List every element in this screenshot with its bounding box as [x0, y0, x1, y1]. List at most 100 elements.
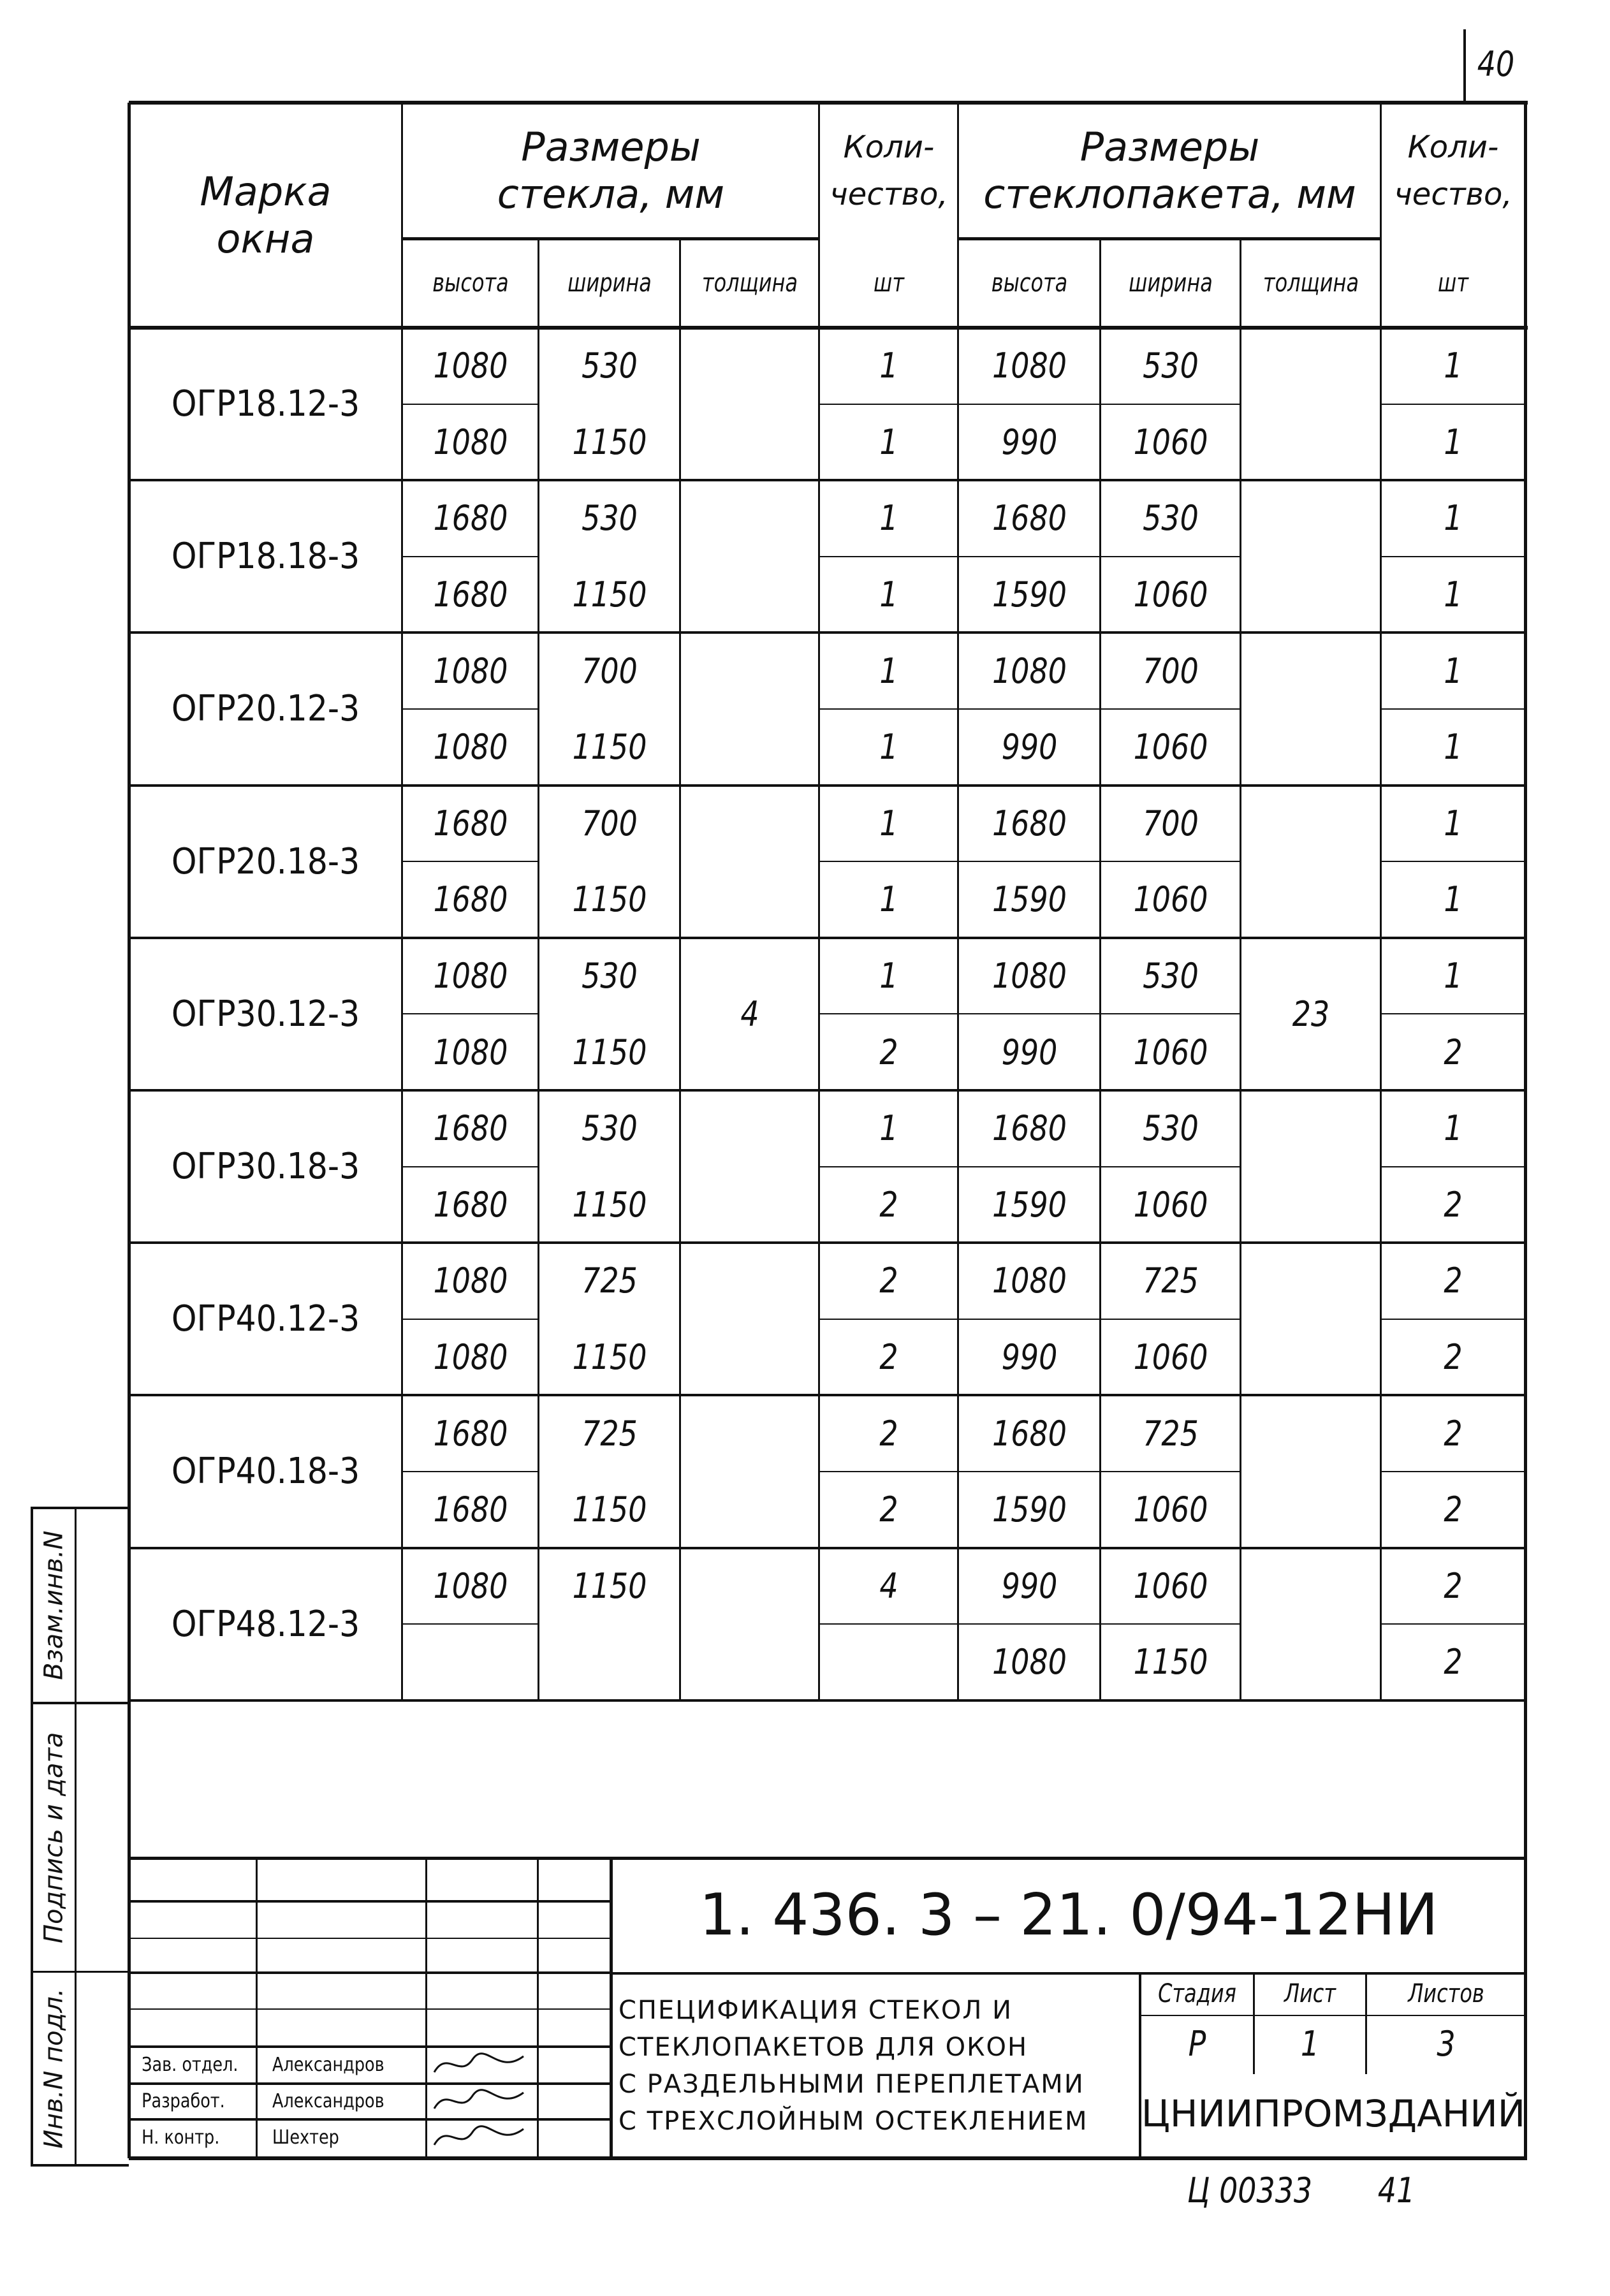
subrow-separator: [958, 1318, 1101, 1320]
header-height: высота: [991, 268, 1068, 298]
subrow-separator: [958, 403, 1101, 405]
subrow-separator: [1101, 1471, 1241, 1472]
packet-width: 1060: [1133, 574, 1208, 615]
packet-height: 1680: [992, 1108, 1067, 1149]
signer-name: Александров: [272, 2053, 384, 2076]
packet-width: 725: [1143, 1413, 1199, 1454]
glass-height: 1080: [433, 650, 508, 691]
grid-line: [128, 103, 131, 1700]
code-separator: [610, 1972, 1525, 1975]
glass-qty: 1: [879, 574, 898, 615]
glass-qty: 4: [879, 1565, 898, 1606]
signer-column-line: [425, 1858, 427, 2158]
glass-height: 1080: [433, 727, 508, 768]
packet-width: 1060: [1133, 727, 1208, 768]
grid-line: [818, 103, 820, 1700]
glass-qty: [830, 1624, 948, 1700]
packet-width: 530: [1143, 1108, 1199, 1149]
packet-height: 1080: [992, 1642, 1067, 1683]
window-mark: ОГР30.18-3: [171, 1146, 360, 1188]
page-number: 40: [1477, 43, 1515, 84]
window-mark: ОГР20.18-3: [171, 840, 360, 882]
packet-height: 1080: [992, 956, 1067, 997]
glass-width: 1150: [572, 727, 647, 768]
orig-inv-label: Инв.N подл.: [39, 1988, 69, 2149]
glass-height: 1680: [433, 1184, 508, 1225]
glass-qty: 2: [879, 1184, 898, 1225]
packet-width: 530: [1143, 346, 1199, 386]
glass-qty: 1: [879, 803, 898, 844]
stage-row-line: [1139, 2015, 1525, 2016]
signer-role: Н. контр.: [142, 2126, 220, 2149]
signer-column-line: [537, 1858, 539, 2158]
subrow-separator: [402, 1318, 539, 1320]
glass-height: 1680: [433, 574, 508, 615]
window-separator: [129, 936, 1525, 939]
packet-qty: 1: [1444, 421, 1463, 462]
header-glass-qty: Коли- чество,: [830, 129, 948, 212]
glass-width: 700: [582, 803, 638, 844]
subrow-separator: [1381, 1318, 1525, 1320]
glass-qty: 2: [879, 1261, 898, 1301]
subrow-separator: [402, 708, 539, 710]
packet-width: 700: [1143, 803, 1199, 844]
packet-width: 530: [1143, 498, 1199, 539]
packet-height: 1680: [992, 498, 1067, 539]
stage-label: Стадия: [1158, 1978, 1236, 2008]
grid-line: [538, 238, 539, 1700]
signer-row-line: [129, 1971, 610, 1974]
header-packet-qty: Коли- чество,: [1394, 129, 1512, 212]
window-mark: ОГР18.18-3: [171, 536, 360, 578]
signer-role: Зав. отдел.: [142, 2053, 238, 2076]
packet-width: 1060: [1133, 879, 1208, 920]
packet-height: 1080: [992, 346, 1067, 386]
subrow-separator: [1101, 403, 1241, 405]
subrow-separator: [1101, 555, 1241, 557]
glass-height: 1680: [433, 1489, 508, 1530]
window-mark: ОГР48.12-3: [171, 1603, 360, 1645]
glass-height: 1680: [433, 879, 508, 920]
glass-qty: 1: [879, 727, 898, 768]
subrow-separator: [819, 1318, 958, 1320]
signer-name: Шехтер: [272, 2126, 339, 2149]
header-packet-sizes: Размеры стеклопакета, мм: [983, 123, 1356, 217]
archive-code: Ц 00333: [1187, 2170, 1313, 2211]
signer-row-line: [129, 1900, 610, 1903]
glass-qty: 2: [879, 1489, 898, 1530]
packet-width: 700: [1143, 650, 1199, 691]
packet-qty: 2: [1444, 1642, 1463, 1683]
signature-mark: [433, 2125, 524, 2146]
packet-width: 1060: [1133, 1184, 1208, 1225]
grid-line: [1524, 103, 1527, 1700]
packet-qty: 1: [1444, 727, 1463, 768]
signature-date-label: Подпись и дата: [39, 1732, 69, 1943]
sheets-value: 3: [1437, 2023, 1456, 2064]
document-code: 1. 436. 3 – 21. 0/94-12НИ: [699, 1882, 1438, 1949]
subrow-separator: [958, 555, 1101, 557]
grid-line: [402, 237, 819, 240]
packet-qty: 2: [1444, 1413, 1463, 1454]
description-divider: [1139, 1972, 1141, 2158]
page-number-frame: [1463, 29, 1466, 101]
glass-height: 1680: [433, 498, 508, 539]
subrow-separator: [958, 1623, 1101, 1625]
window-separator: [129, 1394, 1525, 1397]
table-top-border: [129, 101, 1528, 105]
header-bottom-border: [129, 326, 1528, 330]
packet-qty: 1: [1444, 346, 1463, 386]
stage-col-line: [1365, 1972, 1367, 2074]
sheets-label: Листов: [1408, 1978, 1484, 2008]
header-thickness: толщина: [701, 268, 798, 298]
frame-left: [128, 1700, 131, 2158]
packet-height: 1080: [992, 1261, 1067, 1301]
packet-width: 1060: [1133, 1489, 1208, 1530]
glass-height: 1080: [433, 1337, 508, 1378]
subrow-separator: [819, 1013, 958, 1015]
glass-width: 725: [582, 1413, 638, 1454]
signer-column-line: [256, 1858, 258, 2158]
glass-width: 530: [582, 498, 638, 539]
title-block-top: [129, 1857, 1525, 1860]
title-block-bottom: [129, 2156, 1527, 2160]
packet-height: 1680: [992, 1413, 1067, 1454]
window-mark: ОГР18.12-3: [171, 383, 360, 425]
